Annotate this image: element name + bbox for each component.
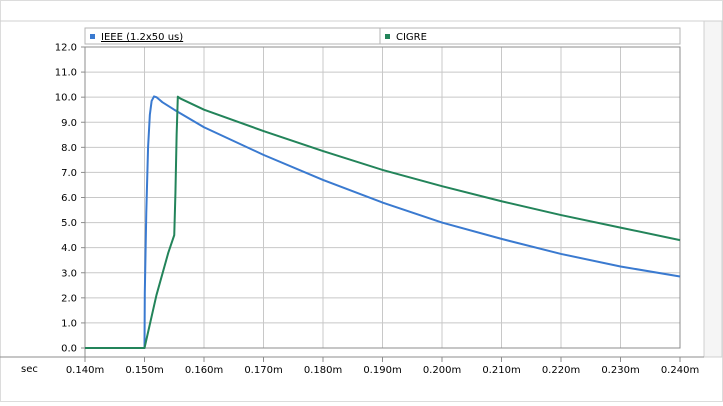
legend: IEEE (1.2x50 us) CIGRE [84, 27, 681, 45]
y-tick-label: 8.0 [61, 143, 77, 154]
legend-swatch-ieee [90, 34, 95, 39]
legend-swatch-cigre [385, 34, 390, 39]
x-tick-label: 0.200m [423, 365, 461, 376]
x-tick-label: 0.190m [363, 365, 401, 376]
series-line-ieee[interactable] [85, 95, 681, 349]
y-axis-ticks: 0.0 1.0 2.0 3.0 4.0 5.0 6.0 7.0 8.0 9.0 10.0 11.0 12… [55, 43, 85, 355]
x-axis-ticks: 0.140m 0.150m 0.160m 0.170m 0.180m 0.190m 0.20… [66, 357, 699, 376]
x-tick-label: 0.170m [244, 365, 282, 376]
y-tick-label: 9.0 [61, 118, 77, 129]
right-scroll-area[interactable] [703, 20, 723, 358]
x-tick-label: 0.140m [66, 365, 104, 376]
y-tick-label: 0.0 [61, 344, 77, 355]
x-tick-label: 0.180m [304, 365, 342, 376]
legend-label-ieee: IEEE (1.2x50 us) [101, 32, 183, 43]
y-tick-label: 11.0 [55, 68, 77, 79]
y-tick-label: 5.0 [61, 218, 77, 229]
y-tick-label: 6.0 [61, 193, 77, 204]
x-unit-label: sec [21, 364, 38, 375]
x-tick-label: 0.220m [542, 365, 580, 376]
legend-box-cigre[interactable] [379, 27, 681, 45]
series-lines [85, 95, 681, 349]
y-tick-label: 4.0 [61, 243, 77, 254]
y-tick-label: 1.0 [61, 318, 77, 329]
x-tick-label: 0.160m [185, 365, 223, 376]
x-tick-label: 0.230m [601, 365, 639, 376]
x-tick-label: 0.150m [125, 365, 163, 376]
y-tick-label: 2.0 [61, 293, 77, 304]
y-tick-label: 12.0 [55, 43, 77, 54]
x-tick-label: 0.210m [482, 365, 520, 376]
series-line-cigre[interactable] [85, 95, 681, 349]
y-tick-label: 10.0 [55, 93, 77, 104]
legend-label-cigre: CIGRE [396, 32, 427, 43]
y-tick-label: 3.0 [61, 268, 77, 279]
y-tick-label: 7.0 [61, 168, 77, 179]
x-tick-label: 0.240m [661, 365, 699, 376]
